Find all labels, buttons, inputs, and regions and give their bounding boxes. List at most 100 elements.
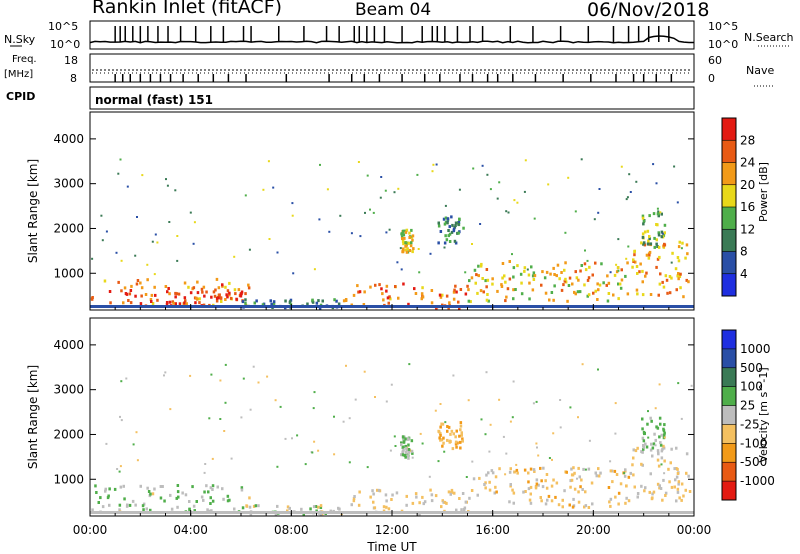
data-cell: [547, 494, 551, 498]
data-cell: [564, 231, 567, 234]
data-cell: [414, 492, 418, 496]
data-cell: [548, 457, 551, 459]
data-cell: [193, 221, 196, 224]
data-cell: [663, 433, 666, 437]
data-cell: [150, 300, 153, 303]
noise-left-tick-top: 10^5: [48, 20, 78, 33]
data-cell: [449, 432, 452, 436]
colorbar-segment: [722, 367, 736, 387]
data-cell: [219, 296, 223, 300]
data-cell: [196, 291, 200, 295]
data-cell: [501, 276, 504, 280]
data-cell: [642, 222, 645, 226]
data-cell: [407, 452, 410, 455]
data-cell: [359, 235, 362, 238]
data-cell: [233, 288, 237, 292]
data-cell: [452, 229, 456, 233]
data-cell: [461, 492, 465, 495]
data-cell: [176, 490, 180, 494]
data-cell: [468, 496, 471, 500]
data-cell: [648, 214, 651, 218]
data-cell: [673, 165, 676, 168]
data-cell: [402, 437, 405, 441]
data-cell: [677, 480, 681, 484]
data-cell: [675, 467, 678, 470]
data-cell: [213, 294, 217, 298]
data-cell: [581, 363, 584, 366]
data-cell: [135, 431, 138, 434]
data-cell: [466, 284, 469, 288]
data-cell: [144, 293, 148, 296]
data-cell: [215, 277, 219, 281]
data-cell: [447, 490, 451, 494]
velocity-panel-frame: [89, 317, 695, 517]
data-cell: [441, 422, 445, 426]
colorbar-segment: [722, 330, 736, 349]
velocity-y-axis: 1000 2000 3000 4000: [53, 338, 694, 486]
data-cell: [292, 272, 295, 275]
data-cell: [423, 500, 427, 504]
data-cell: [402, 233, 406, 237]
data-cell: [512, 266, 516, 270]
data-cell: [627, 475, 631, 479]
data-cell: [649, 242, 653, 246]
data-cell: [404, 444, 407, 448]
data-cell: [253, 301, 256, 305]
data-cell: [484, 481, 487, 485]
data-cell: [130, 284, 133, 288]
colorbar-segment: [722, 273, 736, 296]
data-cell: [619, 286, 623, 290]
data-cell: [549, 272, 552, 276]
data-cell: [437, 460, 440, 463]
data-cell: [450, 488, 454, 492]
data-cell: [561, 498, 564, 502]
data-cell: [372, 211, 375, 214]
data-cell: [567, 176, 570, 179]
data-cell: [527, 471, 530, 475]
data-cell: [288, 300, 292, 304]
data-cell: [109, 301, 112, 305]
data-cell: [387, 301, 390, 305]
data-cell: [151, 302, 155, 305]
data-cell: [572, 466, 575, 470]
data-cell: [461, 439, 464, 443]
data-cell: [169, 493, 172, 497]
data-cell: [354, 398, 357, 401]
data-cell: [460, 433, 463, 437]
data-cell: [655, 242, 658, 246]
data-cell: [166, 290, 169, 294]
data-cell: [631, 265, 634, 269]
data-cell: [228, 498, 231, 502]
data-cell: [141, 174, 144, 177]
data-cell: [364, 211, 366, 214]
data-cell: [600, 262, 603, 266]
data-cell: [663, 436, 666, 439]
data-cell: [168, 292, 171, 296]
colorbar-tick-label: 8: [740, 245, 748, 259]
data-cell: [641, 269, 644, 273]
data-cell: [535, 442, 538, 445]
data-cell: [641, 417, 644, 421]
data-cell: [129, 301, 133, 305]
data-cell: [153, 273, 156, 276]
data-cell: [118, 470, 121, 473]
data-cell: [338, 507, 341, 511]
data-cell: [146, 263, 149, 266]
data-cell: [681, 241, 684, 245]
data-cell: [136, 459, 139, 462]
data-cell: [315, 301, 319, 305]
data-cell: [571, 505, 575, 509]
data-cell: [252, 504, 256, 508]
data-cell: [512, 288, 515, 292]
data-cell: [569, 479, 572, 483]
data-cell: [465, 476, 468, 478]
data-cell: [655, 425, 658, 429]
data-cell: [554, 495, 557, 499]
data-cell: [319, 504, 323, 508]
data-cell: [643, 243, 647, 247]
data-cell: [652, 490, 656, 494]
data-cell: [453, 288, 456, 292]
data-cell: [597, 368, 599, 371]
data-cell: [239, 294, 243, 298]
data-cell: [587, 506, 591, 509]
